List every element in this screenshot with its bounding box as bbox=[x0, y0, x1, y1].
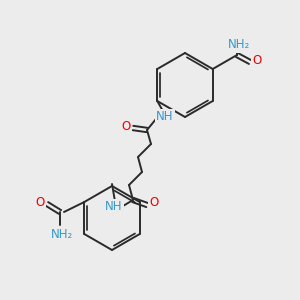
Text: O: O bbox=[149, 196, 159, 209]
Text: NH: NH bbox=[156, 110, 174, 124]
Text: O: O bbox=[35, 196, 45, 208]
Text: O: O bbox=[252, 55, 262, 68]
Text: NH: NH bbox=[105, 200, 123, 214]
Text: NH₂: NH₂ bbox=[228, 38, 250, 52]
Text: O: O bbox=[122, 119, 130, 133]
Text: NH₂: NH₂ bbox=[51, 229, 73, 242]
